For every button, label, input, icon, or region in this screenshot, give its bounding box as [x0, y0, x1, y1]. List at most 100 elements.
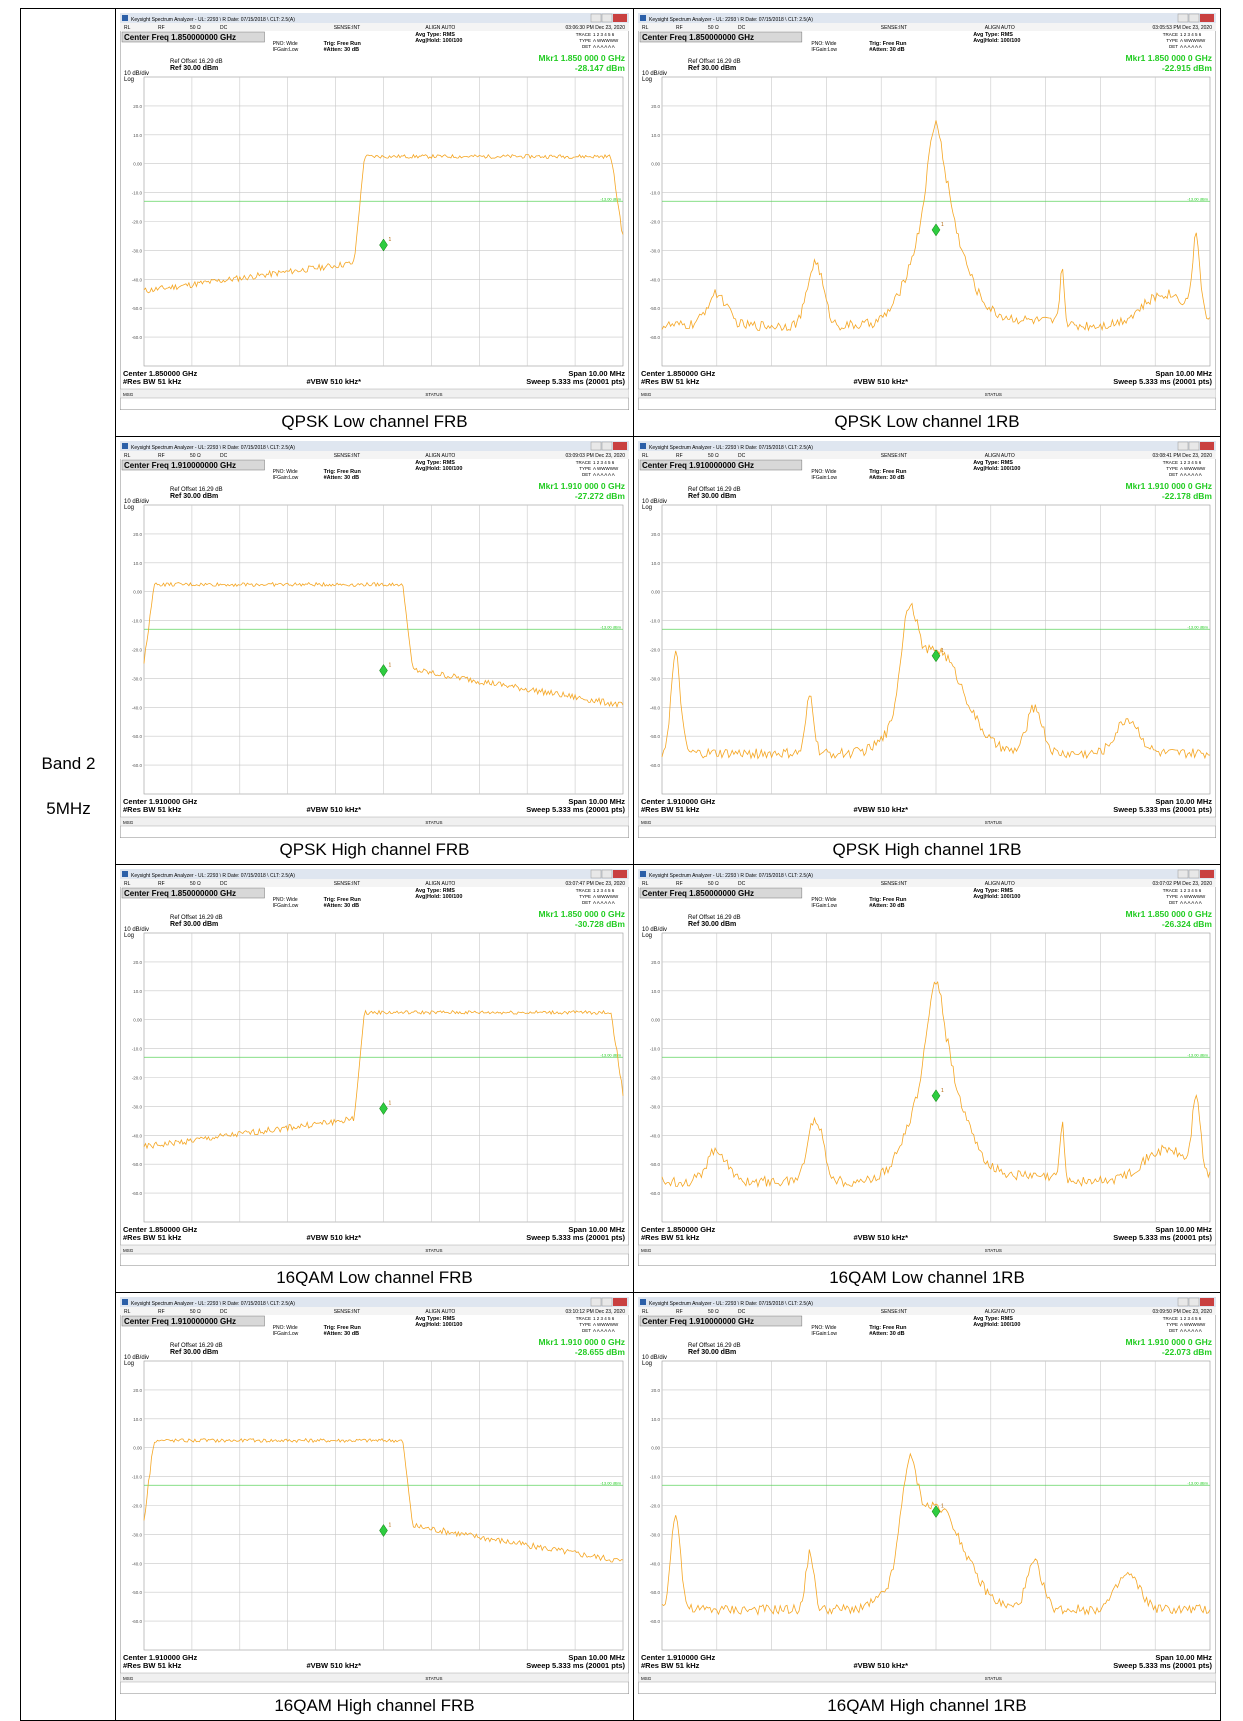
marker-freq: Mkr1 1.850 000 0 GHz	[1126, 53, 1212, 63]
minimize-icon[interactable]	[590, 1297, 602, 1307]
ref-level: Ref 30.00 dBm	[170, 65, 218, 72]
app-icon	[122, 871, 128, 877]
maximize-icon[interactable]	[601, 441, 613, 451]
rf-label: RF	[158, 453, 165, 459]
marker-diamond[interactable]	[931, 1089, 941, 1103]
trace-numbers: 1 2 3 4 5 6	[1180, 32, 1202, 37]
pno-label: PNO: Wide	[273, 1325, 298, 1331]
log-label: Log	[124, 77, 134, 83]
y-tick: -40.0	[650, 1133, 661, 1138]
close-icon[interactable]	[613, 870, 627, 878]
msg-label: MSG	[123, 1248, 134, 1253]
title-bar	[638, 441, 1216, 451]
y-tick: -30.0	[650, 248, 661, 253]
y-tick: -40.0	[650, 277, 661, 282]
marker-value: -28.147 dBm	[575, 63, 626, 73]
center-freq-box[interactable]	[121, 31, 265, 43]
maximize-icon[interactable]	[1188, 13, 1200, 23]
close-icon[interactable]	[613, 442, 627, 450]
marker-diamond[interactable]	[379, 664, 388, 677]
close-icon[interactable]	[1200, 870, 1214, 878]
minimize-icon[interactable]	[590, 869, 602, 879]
y-tick: -50.0	[650, 306, 661, 311]
y-tick: -30.0	[132, 1532, 143, 1537]
spectrum-screenshot: Keysight Spectrum Analyzer - UL: 2293 \ …	[637, 440, 1217, 839]
minimize-icon[interactable]	[1177, 13, 1189, 23]
ref-level: Ref 30.00 dBm	[170, 493, 218, 500]
impedance-label: 50 Ω	[708, 881, 719, 887]
vbw: #VBW 510 kHz*	[306, 805, 361, 814]
marker-number: 1	[389, 663, 392, 669]
trigger-label: Trig: Free Run	[324, 41, 362, 47]
y-tick: -10.0	[650, 619, 661, 624]
display-line-label: -13.00 dBm	[600, 1480, 621, 1485]
center-freq-box[interactable]	[121, 1315, 265, 1327]
display-line-label: -13.00 dBm	[1187, 1480, 1208, 1485]
scale-label: 10 dB/div	[642, 71, 667, 77]
maximize-icon[interactable]	[1188, 869, 1200, 879]
center-bottom: Center 1.850000 GHz	[123, 1225, 197, 1234]
res-bw: #Res BW 51 kHz	[123, 1661, 182, 1670]
marker-diamond[interactable]	[931, 1505, 941, 1518]
center-freq-box[interactable]	[121, 887, 265, 899]
minimize-icon[interactable]	[590, 13, 602, 23]
window-title: Keysight Spectrum Analyzer - UL: 2293 \ …	[649, 17, 813, 23]
center-freq: Center Freq 1.910000000 GHz	[124, 461, 236, 470]
center-freq-box[interactable]	[121, 459, 265, 471]
marker-diamond[interactable]	[931, 223, 941, 237]
close-icon[interactable]	[1200, 1298, 1214, 1306]
vbw: #VBW 510 kHz*	[306, 377, 361, 386]
msg-label: MSG	[123, 1676, 134, 1681]
spectrum-trace	[143, 581, 624, 709]
ref-offset: Ref Offset 16.29 dB	[688, 487, 741, 493]
scale-label: 10 dB/div	[124, 1355, 149, 1361]
timestamp: 03:09:03 PM Dec 23, 2020	[566, 453, 626, 459]
close-icon[interactable]	[1200, 14, 1214, 22]
center-freq-box[interactable]	[639, 459, 803, 471]
align-label: ALIGN AUTO	[985, 881, 1015, 887]
marker-diamond[interactable]	[379, 238, 388, 252]
y-tick: 20.0	[651, 532, 660, 537]
minimize-icon[interactable]	[590, 441, 602, 451]
center-freq-box[interactable]	[639, 887, 803, 899]
marker-diamond[interactable]	[379, 1102, 388, 1115]
marker-diamond[interactable]	[379, 1524, 388, 1537]
display-line-label: -13.00 dBm	[1187, 1052, 1208, 1057]
y-tick: 20.0	[651, 1388, 660, 1393]
close-icon[interactable]	[613, 14, 627, 22]
atten-label: #Atten: 30 dB	[324, 903, 359, 909]
maximize-icon[interactable]	[1188, 441, 1200, 451]
app-icon	[122, 15, 128, 21]
timestamp: 03:10:12 PM Dec 23, 2020	[566, 1309, 626, 1315]
res-bw: #Res BW 51 kHz	[123, 1233, 182, 1242]
sense-label: SENSE:INT	[334, 1309, 360, 1315]
minimize-icon[interactable]	[1177, 1297, 1189, 1307]
span: Span 10.00 MHz	[1155, 1653, 1212, 1662]
center-freq-box[interactable]	[639, 31, 803, 43]
rl-label: RL	[124, 1309, 131, 1315]
close-icon[interactable]	[613, 1298, 627, 1306]
band-name: Band 2	[41, 754, 96, 773]
close-icon[interactable]	[1200, 442, 1214, 450]
maximize-icon[interactable]	[1188, 1297, 1200, 1307]
marker-value: -27.272 dBm	[575, 491, 626, 501]
title-bar	[638, 1297, 1216, 1307]
marker-diamond[interactable]	[931, 649, 941, 663]
maximize-icon[interactable]	[601, 13, 613, 23]
msg-label: MSG	[123, 392, 134, 397]
sense-label: SENSE:INT	[881, 453, 907, 459]
vbw: #VBW 510 kHz*	[306, 1661, 361, 1670]
center-freq-box[interactable]	[639, 1315, 803, 1327]
maximize-icon[interactable]	[601, 1297, 613, 1307]
y-tick: -20.0	[132, 1504, 143, 1509]
y-tick: 20.0	[133, 960, 142, 965]
minimize-icon[interactable]	[1177, 869, 1189, 879]
minimize-icon[interactable]	[1177, 441, 1189, 451]
spectrum-trace	[661, 981, 1211, 1189]
type-values: A WWWWW	[593, 1322, 619, 1327]
trace-numbers: 1 2 3 4 5 6	[593, 32, 615, 37]
caption: 16QAM High channel FRB	[274, 1696, 475, 1715]
spectrum-trace	[143, 1009, 624, 1150]
maximize-icon[interactable]	[601, 869, 613, 879]
cell-16qam-low-1rb: Keysight Spectrum Analyzer - UL: 2293 \ …	[633, 864, 1221, 1293]
